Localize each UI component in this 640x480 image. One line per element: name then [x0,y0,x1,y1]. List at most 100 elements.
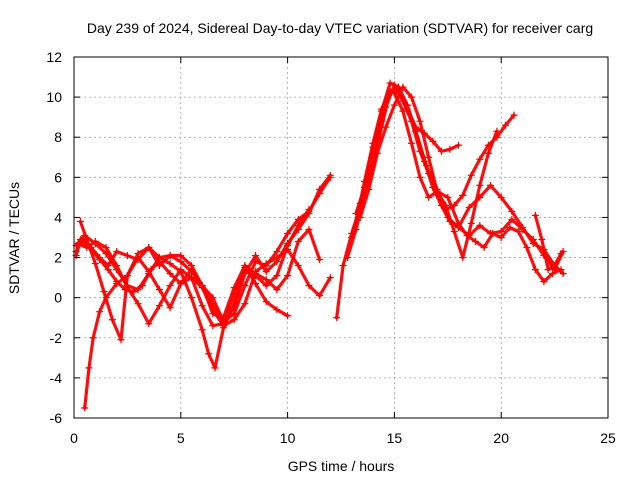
data-point [444,193,452,201]
data-point [81,404,89,412]
data-point [76,236,84,244]
y-tick-label: 10 [46,89,62,105]
data-point [198,284,206,292]
data-point [205,350,213,358]
data-point [399,83,407,91]
data-point [198,302,206,310]
data-point [508,207,516,215]
data-point [420,157,428,165]
data-point [273,306,281,314]
data-point [230,316,238,324]
data-point [390,81,398,89]
data-point [386,89,394,97]
data-point [155,286,163,294]
data-point [177,268,185,276]
data-point [437,201,445,209]
data-point [305,282,313,290]
data-point [138,282,146,290]
x-tick-label: 25 [600,430,616,446]
data-point [166,260,174,268]
y-tick-label: 2 [54,250,62,266]
x-axis-label: GPS time / hours [288,458,395,474]
data-point [508,215,516,223]
data-point [262,260,270,268]
data-point [294,238,302,246]
data-point [476,155,484,163]
x-tick-label: 10 [280,430,296,446]
data-point [467,171,475,179]
data-point [252,252,260,260]
data-point [108,316,116,324]
data-point [100,288,108,296]
data-series [72,79,567,412]
data-point [557,250,565,258]
data-point [85,364,93,372]
series-line [83,227,322,410]
data-point [316,292,324,300]
data-point [83,242,91,250]
chart-title: Day 239 of 2024, Sidereal Day-to-day VTE… [87,20,593,36]
data-point [273,286,281,294]
series-sat-m [531,211,565,274]
y-tick-label: 8 [54,129,62,145]
data-point [294,221,302,229]
data-point [487,229,495,237]
data-point [378,117,386,125]
data-point [83,236,91,244]
data-point [454,223,462,231]
data-point [130,288,138,296]
data-point [476,221,484,229]
data-point [104,266,112,274]
data-point [273,272,281,280]
data-point [446,145,454,153]
x-tick-label: 0 [70,430,78,446]
data-point [187,266,195,274]
data-point [177,252,185,260]
data-point [531,266,539,274]
data-point [538,236,546,244]
data-point [316,185,324,193]
data-point [356,199,364,207]
data-point [284,246,292,254]
data-point [155,302,163,310]
data-point [425,153,433,161]
gridlines [74,57,608,418]
data-point [497,227,505,235]
data-point [166,282,174,290]
data-point [113,262,121,270]
series-line [74,237,332,328]
plot-frame [73,56,609,419]
data-point [459,254,467,262]
series-line [74,173,332,324]
data-point [412,127,420,135]
y-tick-label: 6 [54,169,62,185]
series-sat-k [356,83,501,262]
data-point [529,236,537,244]
data-point [155,258,163,266]
data-point [472,238,480,246]
data-point [230,300,238,308]
data-point [284,229,292,237]
data-point [241,300,249,308]
data-point [510,111,518,119]
data-point [166,304,174,312]
data-point [187,294,195,302]
data-point [145,320,153,328]
data-point [425,193,433,201]
y-tick-labels: -6 -4 -2 0 2 4 6 8 10 12 [46,49,62,426]
data-point [523,244,531,252]
data-point [326,171,334,179]
data-point [123,272,131,280]
data-point [437,147,445,155]
data-point [96,256,104,264]
data-point [429,137,437,145]
data-point [416,117,424,125]
data-point [284,312,292,320]
data-point [262,268,270,276]
data-point [198,326,206,334]
data-point [497,193,505,201]
data-point [446,217,454,225]
y-tick-label: 4 [54,209,62,225]
data-point [177,280,185,288]
